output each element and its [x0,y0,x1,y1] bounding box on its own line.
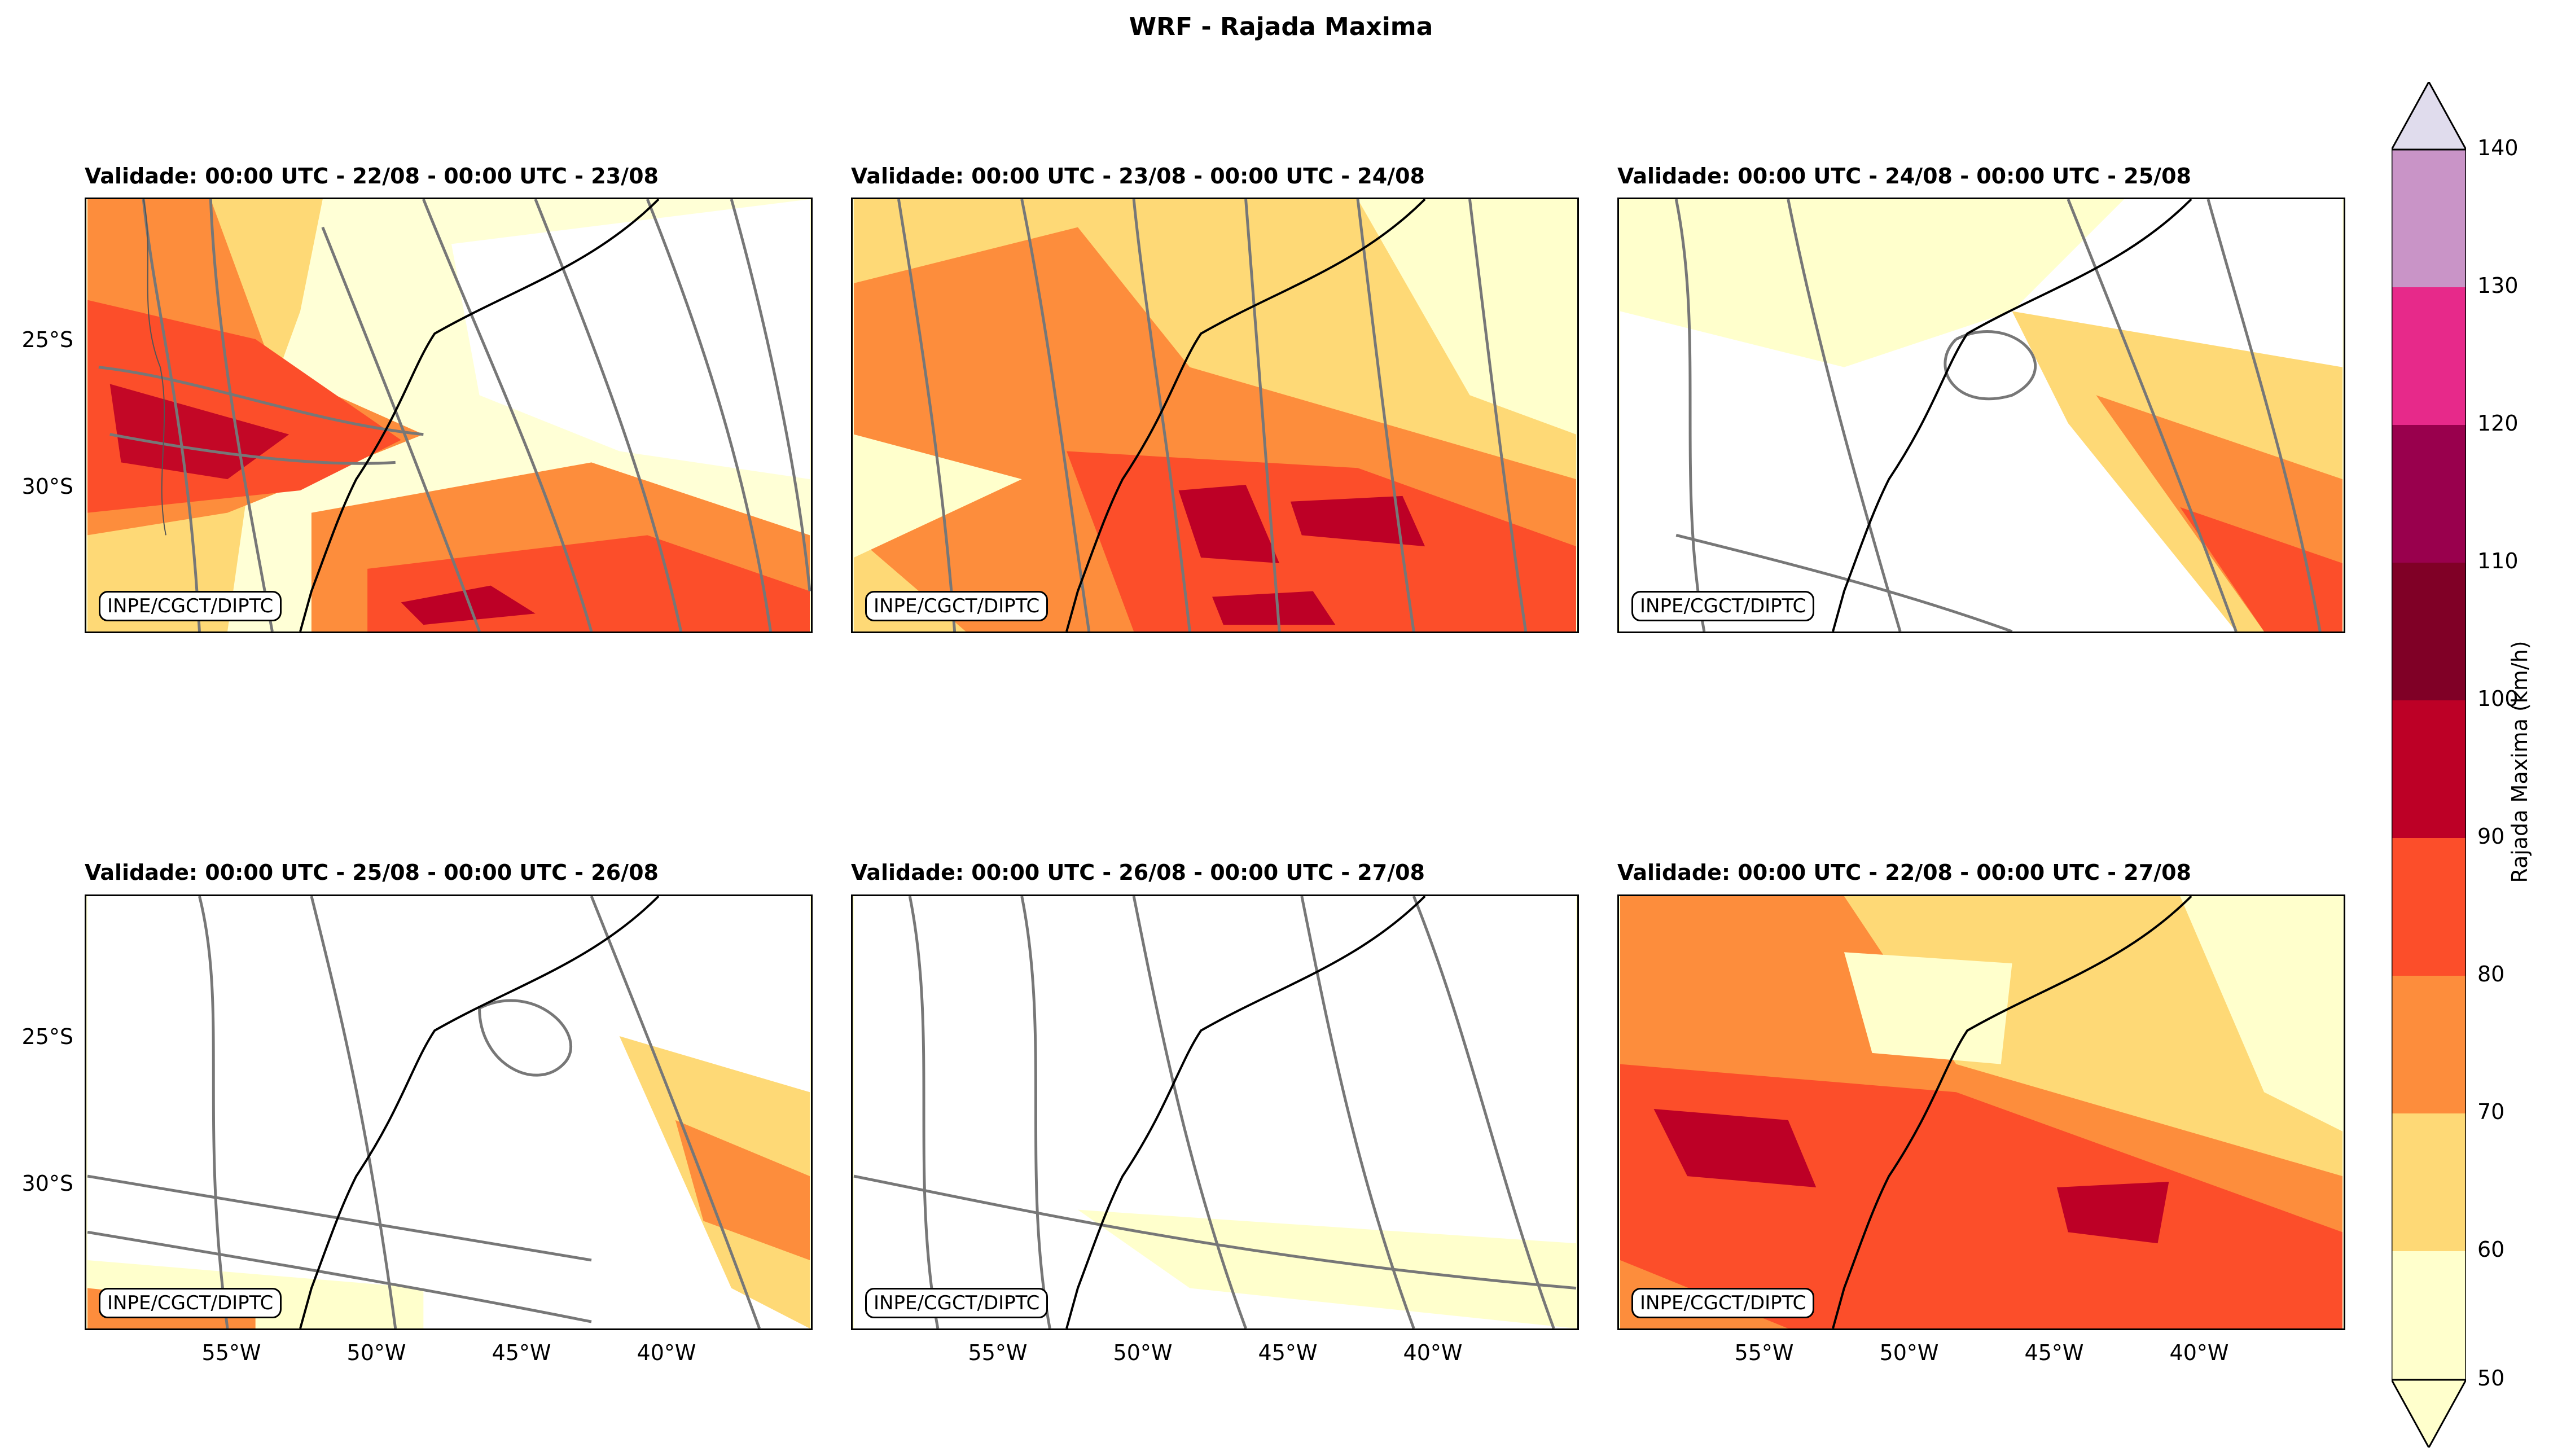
lon-label-50w: 50°W [1879,1340,1939,1365]
lat-label-30s: 30°S [21,474,73,499]
coastline-5 [1065,896,1426,1328]
lat-label-25s: 25°S [21,327,73,352]
colorbar-tick-110: 110 [2477,549,2519,573]
streamlines-4 [87,896,761,1328]
streamlines-2 [897,199,1528,631]
credit-label: INPE/CGCT/DIPTC [865,1288,1049,1318]
colorbar-tick-140: 140 [2477,135,2519,160]
credit-label: INPE/CGCT/DIPTC [99,1288,282,1318]
map-panel-4[interactable]: INPE/CGCT/DIPTC [85,894,813,1330]
panel-3-title: Validade: 00:00 UTC - 24/08 - 00:00 UTC … [1617,164,2191,188]
streamlines-5 [853,896,1577,1328]
lon-label-45w: 45°W [492,1340,551,1365]
coastline-1 [143,199,660,631]
lon-label-40w: 40°W [1403,1340,1463,1365]
colorbar-tick-90: 90 [2477,824,2505,849]
colorbar-tick-70: 70 [2477,1099,2505,1124]
colorbar-tick-80: 80 [2477,962,2505,986]
panel-1-title: Validade: 00:00 UTC - 22/08 - 00:00 UTC … [85,164,659,188]
coastline-6 [1832,896,2192,1328]
colorbar-tick-120: 120 [2477,411,2519,436]
coastline-3 [1832,199,2192,631]
gust-field-2 [854,199,1576,631]
gust-field-3 [1620,199,2342,631]
coastline-2 [1065,199,1426,631]
lon-label-50w: 50°W [346,1340,406,1365]
colorbar-tick-50: 50 [2477,1366,2505,1391]
figure-title: WRF - Rajada Maxima [1129,12,1433,41]
lon-label-45w: 45°W [1258,1340,1318,1365]
map-panel-6[interactable]: INPE/CGCT/DIPTC [1617,894,2345,1330]
colorbar-tick-60: 60 [2477,1237,2505,1262]
lon-label-40w: 40°W [2169,1340,2229,1365]
colorbar-label: Rajada Maxima (km/h) [2507,641,2532,883]
panel-2-title: Validade: 00:00 UTC - 23/08 - 00:00 UTC … [851,164,1425,188]
streamlines-1 [98,199,811,631]
panel-4-title: Validade: 00:00 UTC - 25/08 - 00:00 UTC … [85,860,659,885]
credit-label: INPE/CGCT/DIPTC [99,591,282,621]
lon-label-55w: 55°W [201,1340,261,1365]
colorbar-tick-100: 100 [2477,686,2519,711]
panel-5-title: Validade: 00:00 UTC - 26/08 - 00:00 UTC … [851,860,1425,885]
lon-label-45w: 45°W [2024,1340,2084,1365]
credit-label: INPE/CGCT/DIPTC [1631,591,1815,621]
map-panel-5[interactable]: INPE/CGCT/DIPTC [851,894,1579,1330]
panel-6-title: Validade: 00:00 UTC - 22/08 - 00:00 UTC … [1617,860,2191,885]
map-panel-2[interactable]: INPE/CGCT/DIPTC [851,198,1579,633]
lon-label-50w: 50°W [1113,1340,1173,1365]
colorbar-tick-130: 130 [2477,273,2519,298]
map-panel-1[interactable]: INPE/CGCT/DIPTC [85,198,813,633]
coastline-4 [299,896,660,1328]
lon-label-55w: 55°W [968,1340,1028,1365]
colorbar [2392,82,2466,1448]
lon-label-55w: 55°W [1734,1340,1794,1365]
lon-label-40w: 40°W [637,1340,696,1365]
lat-label-30s: 30°S [21,1171,73,1196]
gust-field-6 [1620,896,2342,1328]
credit-label: INPE/CGCT/DIPTC [865,591,1049,621]
streamlines-3 [1674,199,2322,631]
lat-label-25s: 25°S [21,1024,73,1049]
map-panel-3[interactable]: INPE/CGCT/DIPTC [1617,198,2345,633]
credit-label: INPE/CGCT/DIPTC [1631,1288,1815,1318]
